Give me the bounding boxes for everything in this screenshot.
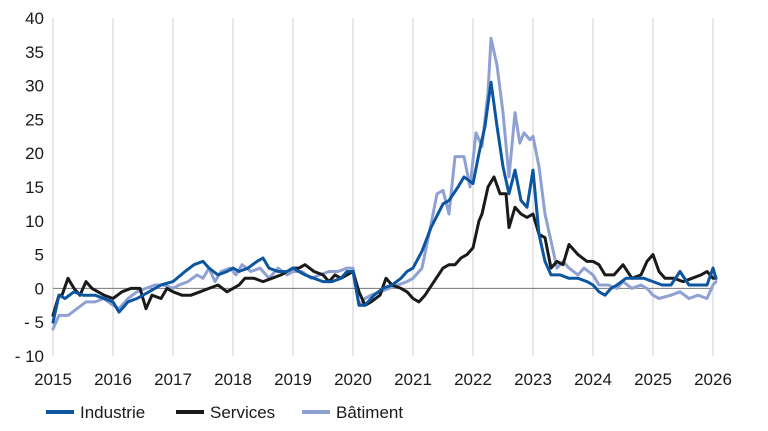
- legend-item-services: Services: [176, 403, 275, 422]
- y-tick-label: - 10: [15, 347, 44, 366]
- x-tick-label: 2024: [574, 370, 612, 389]
- series-lines: [51, 36, 718, 331]
- series-line-services: [51, 175, 718, 317]
- y-tick-label: 15: [25, 178, 44, 197]
- x-tick-label: 2017: [154, 370, 192, 389]
- y-tick-label: 20: [25, 144, 44, 163]
- y-tick-label: - 5: [24, 313, 44, 332]
- y-tick-label: 5: [35, 246, 44, 265]
- legend-label-industrie: Industrie: [80, 403, 145, 422]
- legend-label-batiment: Bâtiment: [336, 403, 403, 422]
- legend-label-services: Services: [210, 403, 275, 422]
- y-tick-label: 0: [35, 279, 44, 298]
- x-tick-label: 2015: [34, 370, 72, 389]
- series-line-btiment: [51, 36, 718, 331]
- legend: Industrie Services Bâtiment: [46, 403, 403, 422]
- y-tick-label: 30: [25, 77, 44, 96]
- x-tick-label: 2020: [334, 370, 372, 389]
- x-tick-label: 2016: [94, 370, 132, 389]
- legend-item-industrie: Industrie: [46, 403, 145, 422]
- y-axis-tick-labels: - 10 - 5 0 5 10 15 20 25 30 35 40: [15, 9, 44, 366]
- y-tick-label: 25: [25, 110, 44, 129]
- x-axis-tick-labels: 2015 2016 2017 2018 2019 2020 2021 2022 2023 2024…: [34, 370, 732, 389]
- x-tick-label: 2025: [634, 370, 672, 389]
- x-tick-label: 2022: [454, 370, 492, 389]
- vertical-gridlines: [52, 18, 714, 356]
- x-tick-label: 2026: [694, 370, 732, 389]
- x-tick-label: 2021: [394, 370, 432, 389]
- x-tick-label: 2023: [514, 370, 552, 389]
- legend-item-batiment: Bâtiment: [302, 403, 403, 422]
- y-tick-label: 35: [25, 43, 44, 62]
- x-tick-label: 2019: [274, 370, 312, 389]
- x-tick-label: 2018: [214, 370, 252, 389]
- y-tick-label: 40: [25, 9, 44, 28]
- y-tick-label: 10: [25, 212, 44, 231]
- series-line-industrie: [51, 80, 718, 324]
